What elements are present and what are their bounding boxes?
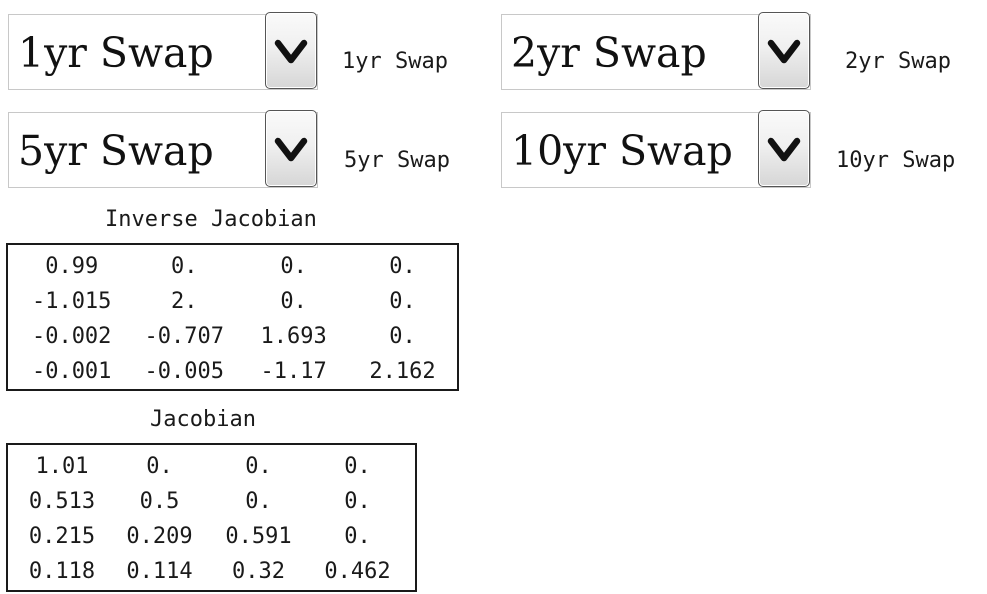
matrix-cell: -0.005 <box>144 359 225 384</box>
matrix-cell: 0.462 <box>324 559 391 584</box>
matrix-cell: 0. <box>389 289 416 314</box>
matrix-row: -1.015 2. 0. 0. <box>14 284 457 319</box>
matrix-cell: 0.215 <box>28 524 96 549</box>
matrix-cell: 2.162 <box>369 359 436 384</box>
inverse-jacobian-table: 0.99 0. 0. 0. -1.015 2. 0. 0. -0.002 -0.… <box>14 249 457 389</box>
matrix-cell: 0. <box>344 489 371 514</box>
matrix-cell: 0. <box>245 489 272 514</box>
matrix-row: 1.01 0. 0. 0. <box>14 449 407 484</box>
swap-select-2yr-label: 2yr Swap <box>845 49 951 74</box>
matrix-cell: 0.118 <box>28 559 96 584</box>
matrix-cell: 0. <box>389 254 416 279</box>
matrix-cell: 0.591 <box>225 524 292 549</box>
matrix-row: 0.513 0.5 0. 0. <box>14 484 407 519</box>
swap-select-5yr-label: 5yr Swap <box>344 148 450 173</box>
matrix-cell: 0.114 <box>126 559 193 584</box>
swap-select-5yr-value: 5yr Swap <box>18 127 214 175</box>
matrix-cell: 0. <box>146 454 173 479</box>
matrix-cell: 1.01 <box>35 454 89 479</box>
chevron-down-icon <box>274 39 308 63</box>
matrix-cell: 0. <box>280 254 307 279</box>
swap-select-10yr-dropdown-button[interactable] <box>758 110 810 187</box>
matrix-cell: 0.99 <box>45 254 99 279</box>
matrix-cell: -1.17 <box>260 359 327 384</box>
inverse-jacobian-title: Inverse Jacobian <box>105 207 317 232</box>
swap-select-10yr-value: 10yr Swap <box>511 127 733 175</box>
swap-select-2yr-value: 2yr Swap <box>511 29 707 77</box>
matrix-cell: 0.5 <box>139 489 180 514</box>
swap-select-1yr-value: 1yr Swap <box>18 29 214 77</box>
matrix-cell: -0.002 <box>31 324 112 349</box>
swap-select-1yr-dropdown-button[interactable] <box>265 12 317 89</box>
inverse-jacobian-matrix: 0.99 0. 0. 0. -1.015 2. 0. 0. -0.002 -0.… <box>6 243 459 391</box>
matrix-cell: 0.209 <box>126 524 193 549</box>
matrix-cell: 1.693 <box>260 324 327 349</box>
swap-select-2yr-dropdown-button[interactable] <box>758 12 810 89</box>
matrix-row: -0.001 -0.005 -1.17 2.162 <box>14 354 457 389</box>
matrix-cell: 2. <box>171 289 198 314</box>
swap-select-10yr-label: 10yr Swap <box>836 148 956 173</box>
chevron-down-icon <box>767 39 801 63</box>
chevron-down-icon <box>274 137 308 161</box>
matrix-cell: -0.001 <box>31 359 112 384</box>
chevron-down-icon <box>767 137 801 161</box>
matrix-cell: 0.32 <box>232 559 285 584</box>
matrix-cell: 0. <box>280 289 307 314</box>
matrix-cell: 0. <box>245 454 272 479</box>
swap-select-1yr-label: 1yr Swap <box>342 49 448 74</box>
matrix-cell: -0.707 <box>144 324 225 349</box>
jacobian-matrix: 1.01 0. 0. 0. 0.513 0.5 0. 0. 0.215 0.20… <box>6 443 417 592</box>
matrix-cell: 0. <box>344 524 371 549</box>
jacobian-title: Jacobian <box>150 407 256 432</box>
matrix-row: -0.002 -0.707 1.693 0. <box>14 319 457 354</box>
matrix-cell: -1.015 <box>31 289 112 314</box>
matrix-cell: 0.513 <box>28 489 96 514</box>
matrix-cell: 0. <box>171 254 198 279</box>
matrix-row: 0.118 0.114 0.32 0.462 <box>14 554 407 589</box>
matrix-row: 0.215 0.209 0.591 0. <box>14 519 407 554</box>
matrix-row: 0.99 0. 0. 0. <box>14 249 457 284</box>
matrix-cell: 0. <box>389 324 416 349</box>
swap-select-5yr-dropdown-button[interactable] <box>265 110 317 187</box>
jacobian-table: 1.01 0. 0. 0. 0.513 0.5 0. 0. 0.215 0.20… <box>14 449 407 589</box>
matrix-cell: 0. <box>344 454 371 479</box>
